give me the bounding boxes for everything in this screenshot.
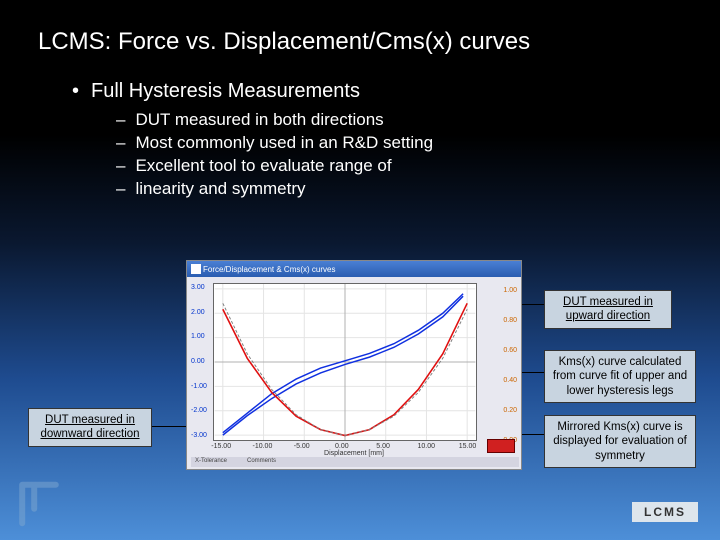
legend-swatch bbox=[487, 439, 515, 453]
sub-bullet: Most commonly used in an R&D setting bbox=[116, 132, 720, 155]
sub-bullet-list: DUT measured in both directions Most com… bbox=[0, 103, 720, 201]
leader-line bbox=[522, 434, 544, 435]
lcms-badge: LCMS bbox=[632, 502, 698, 522]
main-bullet: Full Hysteresis Measurements bbox=[0, 56, 720, 103]
slide-title: LCMS: Force vs. Displacement/Cms(x) curv… bbox=[0, 0, 720, 56]
left-axis-ticks: -3.00-2.00-1.000.001.002.003.00 bbox=[189, 283, 211, 441]
company-logo-icon bbox=[12, 480, 66, 528]
right-axis-ticks: 0.000.200.400.600.801.00 bbox=[497, 283, 519, 441]
leader-line bbox=[522, 304, 544, 305]
panel-label: X-Tolerance bbox=[195, 458, 227, 466]
chart-window-title: Force/Displacement & Cms(x) curves bbox=[203, 265, 335, 274]
callout-upward: DUT measured in upward direction bbox=[544, 290, 672, 329]
sub-bullet: linearity and symmetry bbox=[116, 178, 720, 201]
app-icon bbox=[191, 264, 201, 274]
sub-bullet: DUT measured in both directions bbox=[116, 109, 720, 132]
chart-svg bbox=[214, 284, 476, 440]
callout-downward: DUT measured in downward direction bbox=[28, 408, 152, 447]
panel-label: Comments bbox=[247, 458, 276, 466]
sub-bullet: Excellent tool to evaluate range of bbox=[116, 155, 720, 178]
chart-window: Force/Displacement & Cms(x) curves -3.00… bbox=[186, 260, 522, 470]
callout-mirror: Mirrored Kms(x) curve is displayed for e… bbox=[544, 415, 696, 468]
callout-kms: Kms(x) curve calculated from curve fit o… bbox=[544, 350, 696, 403]
leader-line bbox=[522, 372, 544, 373]
leader-line bbox=[152, 426, 186, 427]
x-axis-label: Displacement [mm] bbox=[324, 450, 384, 457]
chart-titlebar: Force/Displacement & Cms(x) curves bbox=[187, 261, 521, 277]
chart-bottom-panel: X-Tolerance Comments bbox=[191, 457, 519, 467]
chart-plot-area bbox=[213, 283, 477, 441]
